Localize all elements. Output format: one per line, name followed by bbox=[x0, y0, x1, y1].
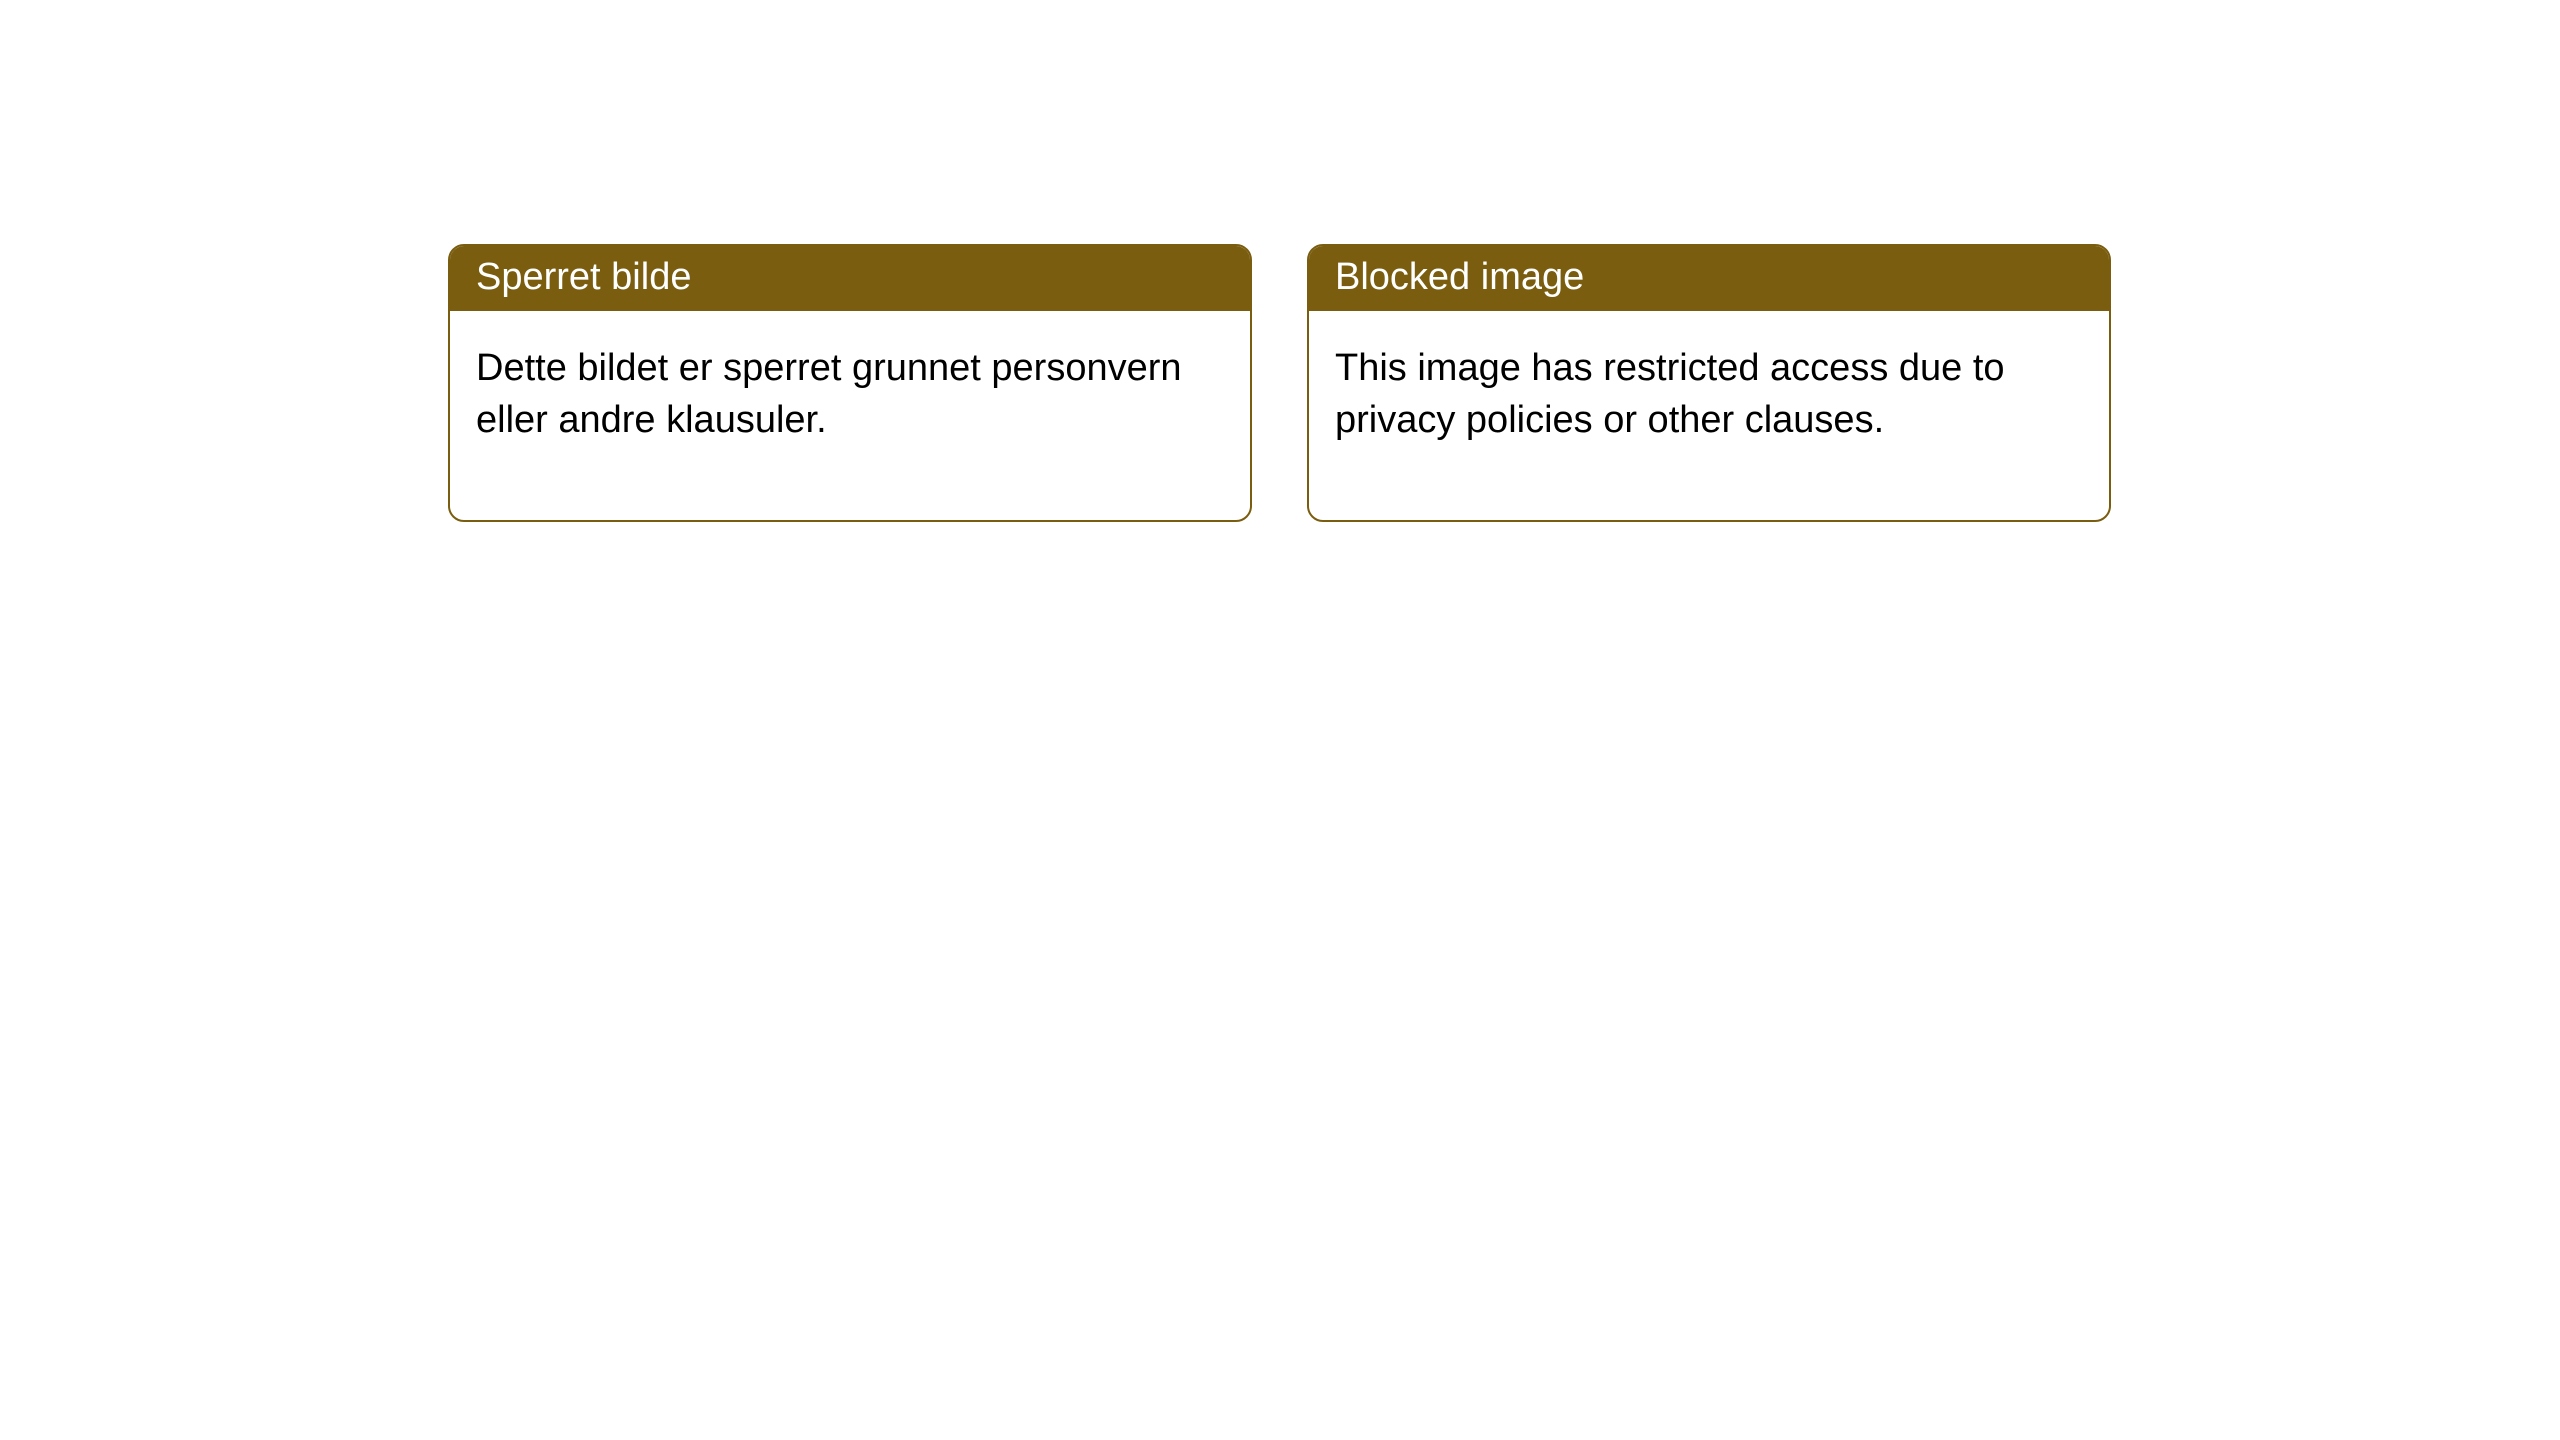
card-body: Dette bildet er sperret grunnet personve… bbox=[450, 311, 1250, 520]
card-body-text: This image has restricted access due to … bbox=[1335, 347, 2005, 441]
card-header: Sperret bilde bbox=[450, 246, 1250, 311]
notice-card-norwegian: Sperret bilde Dette bildet er sperret gr… bbox=[448, 244, 1252, 522]
card-title: Sperret bilde bbox=[476, 256, 691, 298]
card-body-text: Dette bildet er sperret grunnet personve… bbox=[476, 347, 1182, 441]
card-title: Blocked image bbox=[1335, 256, 1584, 298]
card-body: This image has restricted access due to … bbox=[1309, 311, 2109, 520]
card-header: Blocked image bbox=[1309, 246, 2109, 311]
notice-cards-container: Sperret bilde Dette bildet er sperret gr… bbox=[448, 244, 2111, 522]
notice-card-english: Blocked image This image has restricted … bbox=[1307, 244, 2111, 522]
